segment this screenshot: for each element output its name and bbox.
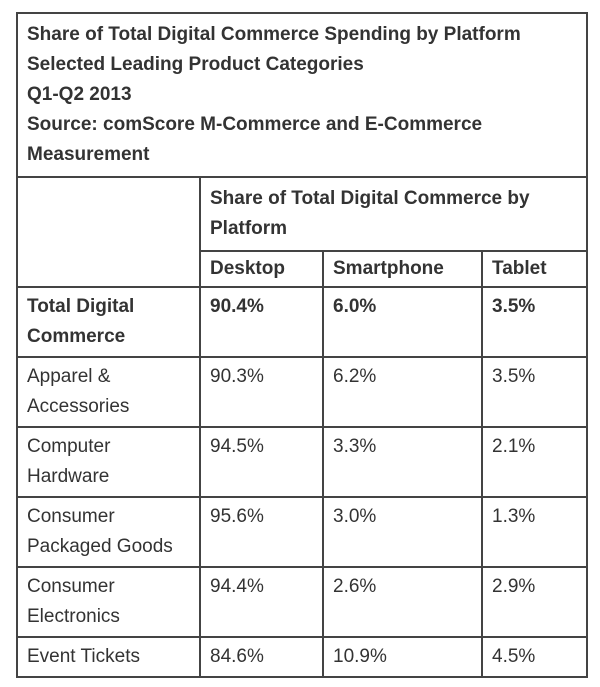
row-category: Consumer Electronics <box>16 566 201 638</box>
row-category: Total Digital Commerce <box>16 286 201 358</box>
cell-desktop: 94.5% <box>199 426 324 498</box>
table-row: Total Digital Commerce 90.4% 6.0% 3.5% <box>16 286 589 358</box>
table-row: Computer Hardware 94.5% 3.3% 2.1% <box>16 426 589 498</box>
cell-desktop: 90.4% <box>199 286 324 358</box>
data-table-container: Share of Total Digital Commerce Spending… <box>15 12 589 678</box>
title-line: Share of Total Digital Commerce Spending… <box>27 24 521 45</box>
row-category: Event Tickets <box>16 636 201 678</box>
group-header: Share of Total Digital Commerce by Platf… <box>198 176 589 252</box>
commerce-share-table: Share of Total Digital Commerce Spending… <box>15 12 589 678</box>
row-category: Computer Hardware <box>16 426 201 498</box>
title-line: Source: comScore M-Commerce and E-Commer… <box>27 114 483 165</box>
table-row: Event Tickets 84.6% 10.9% 4.5% <box>16 636 589 678</box>
table-row: Consumer Electronics 94.4% 2.6% 2.9% <box>16 566 589 638</box>
title-line: Selected Leading Product Categories <box>27 54 364 75</box>
table-body: Total Digital Commerce 90.4% 6.0% 3.5% Appar… <box>16 286 589 678</box>
cell-tablet: 4.5% <box>480 636 589 678</box>
title-row: Share of Total Digital Commerce Spending… <box>15 12 589 178</box>
column-header-row: Desktop Smartphone Tablet <box>17 250 589 288</box>
cell-smartphone: 6.0% <box>322 286 483 358</box>
cell-desktop: 94.4% <box>199 566 324 638</box>
group-header-row: Share of Total Digital Commerce by Platf… <box>16 176 589 288</box>
table-row: Consumer Packaged Goods 95.6% 3.0% 1.3% <box>16 496 589 568</box>
cell-smartphone: 3.3% <box>322 426 483 498</box>
title-line: Q1-Q2 2013 <box>27 84 132 105</box>
empty-corner-cell <box>16 176 201 288</box>
cell-smartphone: 10.9% <box>322 636 483 678</box>
table-row: Apparel & Accessories 90.3% 6.2% 3.5% <box>16 356 589 428</box>
cell-smartphone: 2.6% <box>322 566 483 638</box>
column-header-smartphone: Smartphone <box>322 250 483 288</box>
cell-desktop: 84.6% <box>199 636 324 678</box>
cell-tablet: 1.3% <box>480 496 589 568</box>
cell-tablet: 3.5% <box>480 356 589 428</box>
cell-tablet: 2.1% <box>480 426 589 498</box>
row-category: Consumer Packaged Goods <box>16 496 201 568</box>
cell-smartphone: 6.2% <box>322 356 483 428</box>
cell-desktop: 95.6% <box>199 496 324 568</box>
cell-tablet: 3.5% <box>480 286 589 358</box>
table-title: Share of Total Digital Commerce Spending… <box>15 12 589 178</box>
column-header-tablet: Tablet <box>480 250 589 288</box>
cell-tablet: 2.9% <box>480 566 589 638</box>
cell-desktop: 90.3% <box>199 356 324 428</box>
cell-smartphone: 3.0% <box>322 496 483 568</box>
row-category: Apparel & Accessories <box>16 356 201 428</box>
column-header-desktop: Desktop <box>199 250 324 288</box>
